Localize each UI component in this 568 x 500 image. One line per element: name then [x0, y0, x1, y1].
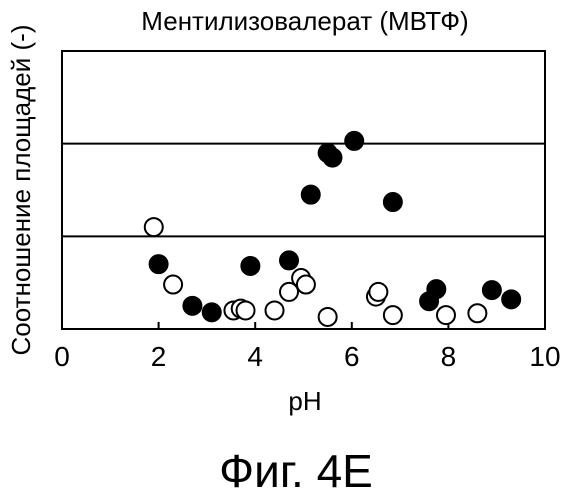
x-tick-label: 6	[344, 341, 360, 372]
data-point-filled	[427, 280, 445, 298]
x-tick-label: 10	[529, 341, 560, 372]
data-point-open	[369, 283, 387, 301]
data-point-open	[297, 276, 315, 294]
figure-caption: Фиг. 4E	[219, 445, 373, 497]
data-point-filled	[384, 193, 402, 211]
data-point-filled	[280, 251, 298, 269]
data-point-filled	[502, 290, 520, 308]
data-points	[145, 132, 520, 326]
data-point-open	[319, 308, 337, 326]
x-axis-label: pH	[288, 386, 321, 416]
y-axis-label: Соотношение площадей (-)	[6, 25, 36, 356]
data-point-open	[145, 218, 163, 236]
data-point-filled	[483, 281, 501, 299]
x-tick-label: 2	[151, 341, 167, 372]
data-point-open	[266, 301, 284, 319]
data-point-filled	[345, 132, 363, 150]
data-point-filled	[183, 297, 201, 315]
x-tick-label: 4	[247, 341, 263, 372]
data-point-open	[164, 276, 182, 294]
data-point-open	[384, 306, 402, 324]
data-point-filled	[203, 303, 221, 321]
data-point-filled	[241, 257, 259, 275]
data-point-open	[468, 304, 486, 322]
data-point-filled	[323, 149, 341, 167]
chart-title: Ментилизовалерат (МВТФ)	[141, 6, 468, 36]
data-point-open	[437, 306, 455, 324]
x-tick-label: 0	[54, 341, 70, 372]
x-tick-label: 8	[441, 341, 457, 372]
data-point-filled	[150, 255, 168, 273]
data-point-filled	[302, 186, 320, 204]
data-point-open	[237, 301, 255, 319]
